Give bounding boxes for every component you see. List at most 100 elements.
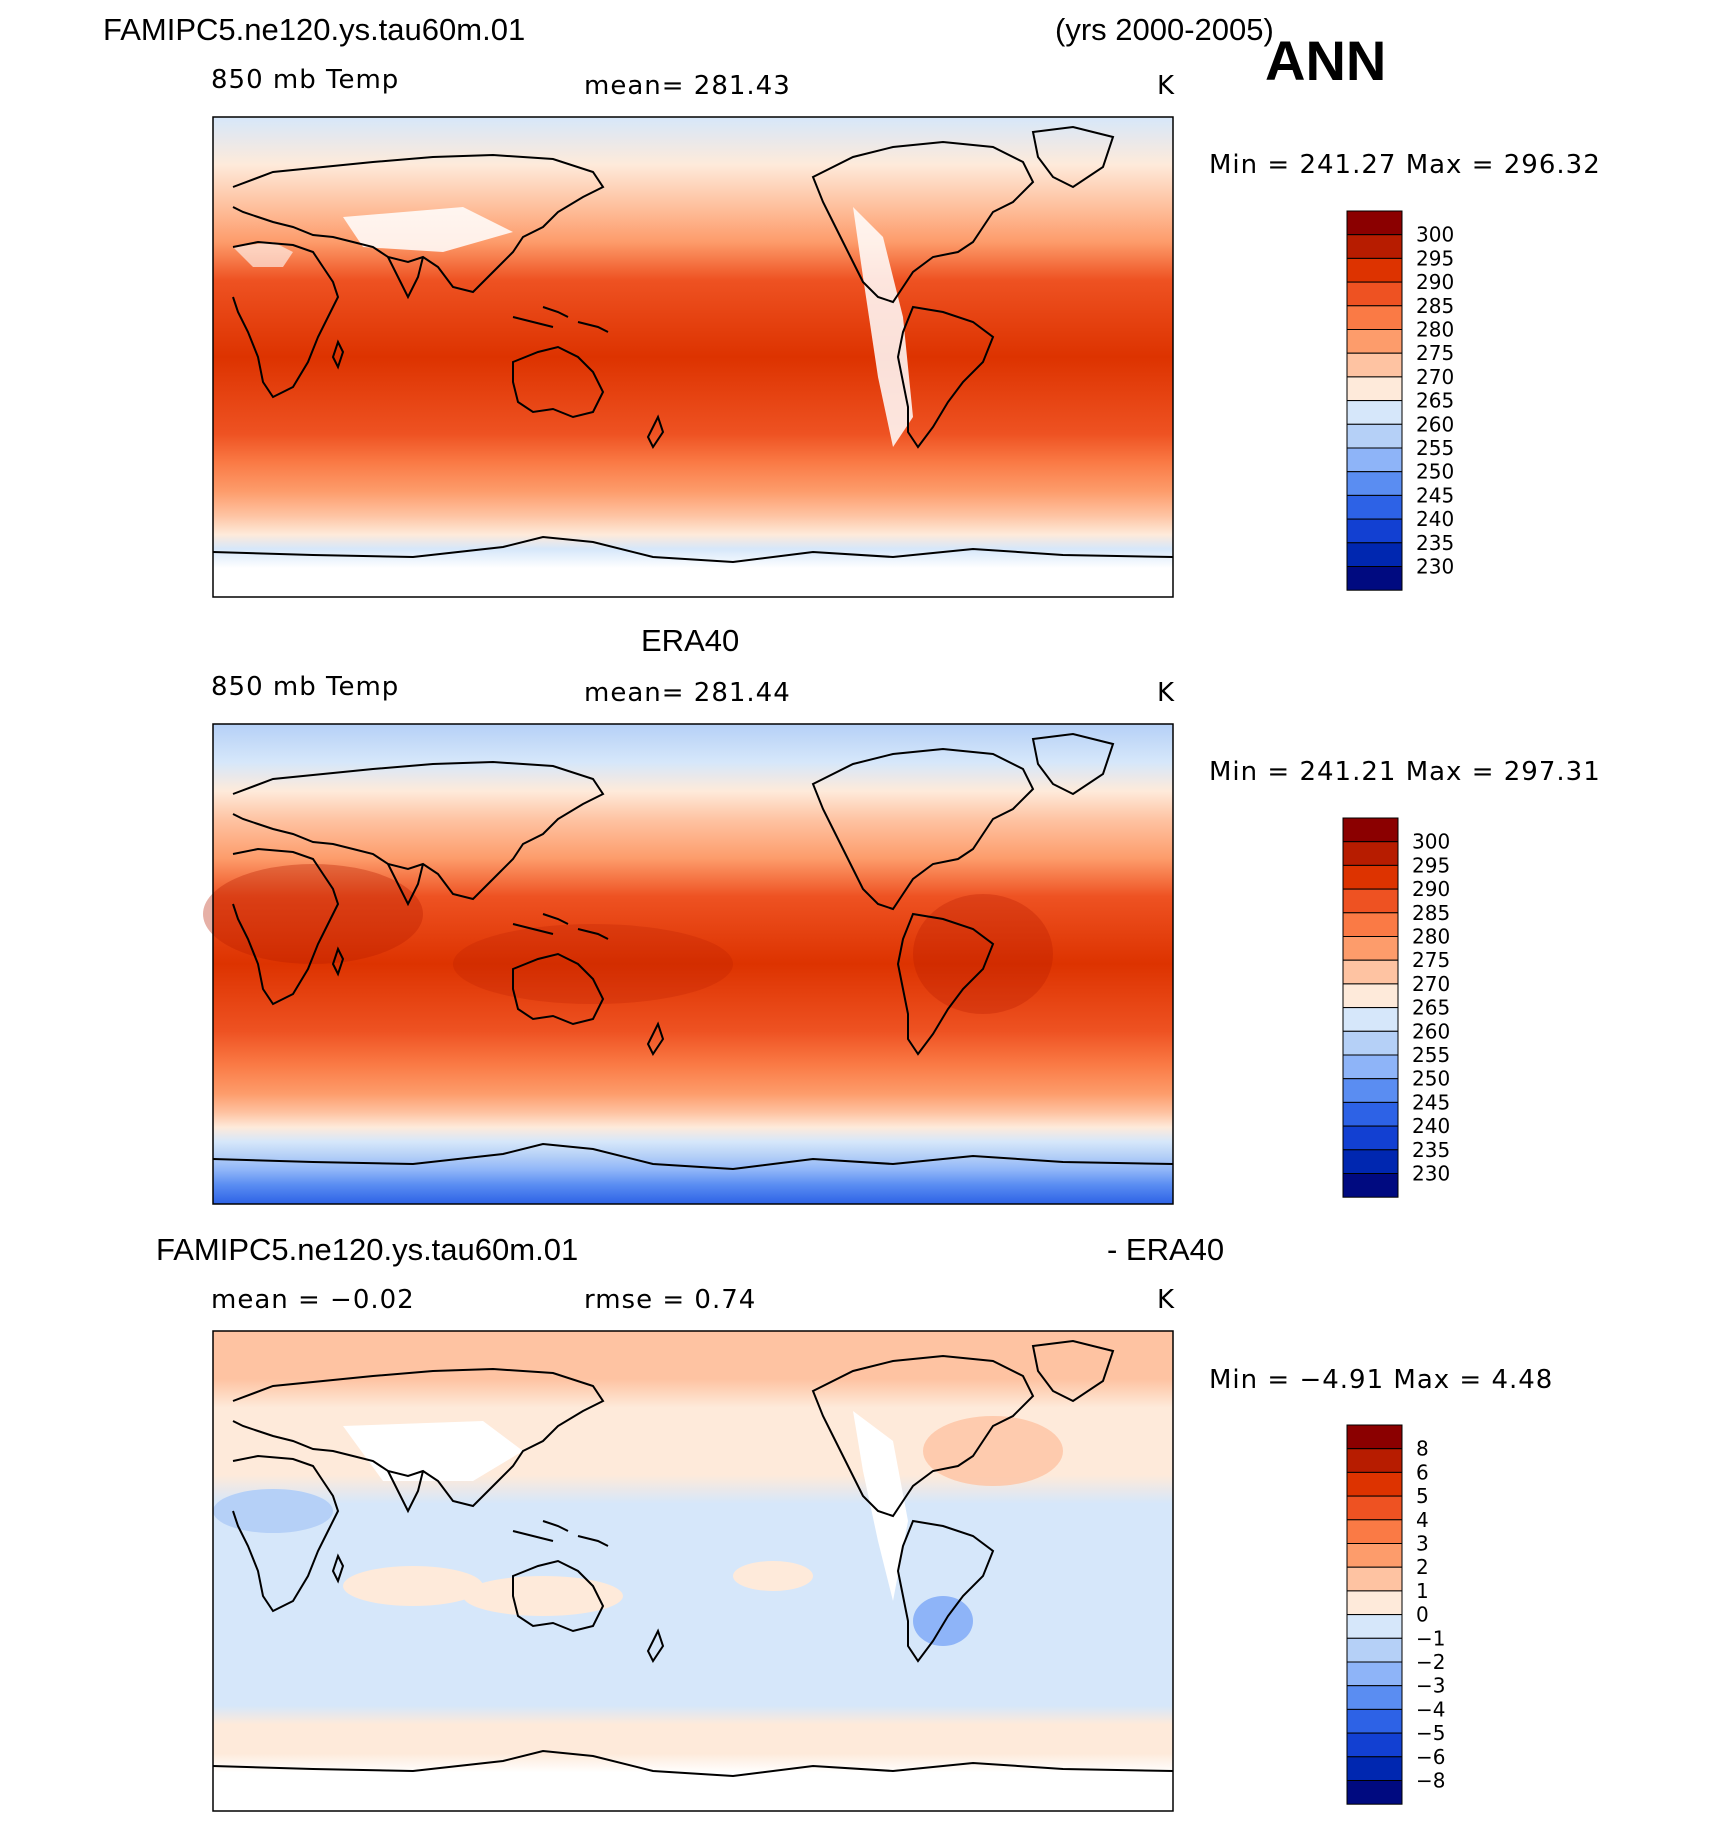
colorbar-tick-label: 265	[1416, 389, 1454, 413]
colorbar-tick-label: −6	[1416, 1745, 1445, 1769]
colorbar-swatch	[1346, 1661, 1403, 1687]
colorbar-swatch	[1346, 518, 1403, 544]
colorbar-tick-label: 290	[1416, 270, 1454, 294]
colorbar-tick-label: 300	[1412, 830, 1450, 854]
colorbar-swatch	[1346, 1756, 1403, 1782]
colorbar-swatch	[1342, 1149, 1399, 1175]
colorbar-tick-label: 295	[1416, 246, 1454, 270]
colorbar-tick-label: 275	[1416, 341, 1454, 365]
colorbar-swatch	[1346, 1424, 1403, 1450]
colorbar-swatch	[1346, 234, 1403, 259]
colorbar-tick-label: 230	[1412, 1162, 1450, 1186]
panel1-field-label: 850 mb Temp	[211, 65, 400, 95]
colorbar-swatch	[1346, 1543, 1403, 1568]
colorbar-swatch	[1346, 494, 1403, 520]
colorbar-tick-label: 250	[1416, 460, 1454, 484]
colorbar-swatch	[1346, 566, 1403, 591]
colorbar-swatch	[1346, 1590, 1403, 1616]
colorbar-swatch	[1342, 983, 1399, 1009]
panel2-units-label: K	[1157, 678, 1176, 708]
colorbar-swatch	[1342, 817, 1399, 843]
panel3-minmax-label: Min = −4.91 Max = 4.48	[1209, 1365, 1554, 1395]
colorbar-tick-label: −4	[1416, 1697, 1445, 1721]
colorbar-swatch	[1342, 1030, 1399, 1056]
colorbar-tick-label: 235	[1416, 531, 1454, 555]
colorbar-swatch	[1346, 447, 1403, 473]
colorbar-tick-label: 270	[1416, 365, 1454, 389]
colorbar-tick-label: 0	[1416, 1603, 1429, 1627]
colorbar-swatch	[1342, 959, 1399, 985]
panel1-mean-label: mean= 281.43	[584, 71, 791, 101]
year-range: (yrs 2000-2005)	[1055, 12, 1274, 47]
colorbar-swatch	[1342, 1125, 1399, 1151]
panel1-units-label: K	[1157, 71, 1176, 101]
panel1-colorbar: 3002952902852802752702652602552502452402…	[1346, 210, 1454, 591]
colorbar-tick-label: −1	[1416, 1626, 1445, 1650]
season-label: ANN	[1265, 29, 1387, 92]
panel2-colorbar: 3002952902852802752702652602552502452402…	[1342, 817, 1450, 1198]
colorbar-tick-label: 275	[1412, 948, 1450, 972]
colorbar-tick-label: 260	[1412, 1019, 1450, 1043]
panel3-title-right: - ERA40	[1107, 1232, 1225, 1267]
panel3-map	[212, 1330, 1174, 1812]
panel3-units-label: K	[1157, 1285, 1176, 1315]
colorbar-tick-label: 240	[1412, 1114, 1450, 1138]
panel3-rmse-label: rmse = 0.74	[584, 1285, 757, 1315]
colorbar-tick-label: 260	[1416, 412, 1454, 436]
colorbar-tick-label: 280	[1416, 318, 1454, 342]
colorbar-swatch	[1342, 864, 1399, 890]
colorbar-swatch	[1346, 1780, 1403, 1805]
colorbar-swatch	[1342, 841, 1399, 866]
colorbar-swatch	[1346, 423, 1403, 449]
colorbar-tick-label: 265	[1412, 996, 1450, 1020]
colorbar-swatch	[1342, 1007, 1399, 1032]
colorbar-swatch	[1346, 1732, 1403, 1758]
colorbar-tick-label: 235	[1412, 1138, 1450, 1162]
colorbar-tick-label: 8	[1416, 1437, 1429, 1461]
colorbar-tick-label: 285	[1416, 294, 1454, 318]
colorbar-swatch	[1342, 912, 1399, 937]
colorbar-swatch	[1346, 1495, 1403, 1521]
colorbar-swatch	[1346, 1471, 1403, 1497]
colorbar-tick-label: 255	[1412, 1043, 1450, 1067]
colorbar-swatch	[1346, 329, 1403, 354]
colorbar-tick-label: −3	[1416, 1674, 1445, 1698]
colorbar-tick-label: 250	[1412, 1067, 1450, 1091]
colorbar-tick-label: 240	[1416, 507, 1454, 531]
colorbar-tick-label: 280	[1412, 925, 1450, 949]
colorbar-swatch	[1346, 257, 1403, 283]
colorbar-swatch	[1346, 281, 1403, 307]
colorbar-swatch	[1346, 1566, 1403, 1592]
panel2-field-label: 850 mb Temp	[211, 672, 400, 702]
panel3-mean-label: mean = −0.02	[211, 1285, 415, 1315]
colorbar-tick-label: 5	[1416, 1484, 1429, 1508]
panel1-minmax-label: Min = 241.27 Max = 296.32	[1209, 150, 1601, 180]
colorbar-tick-label: 245	[1416, 483, 1454, 507]
colorbar-swatch	[1346, 305, 1403, 330]
colorbar-swatch	[1346, 1708, 1403, 1734]
colorbar-tick-label: 285	[1412, 901, 1450, 925]
colorbar-tick-label: 270	[1412, 972, 1450, 996]
colorbar-swatch	[1346, 210, 1403, 236]
colorbar-tick-label: 6	[1416, 1460, 1429, 1484]
colorbar-tick-label: −5	[1416, 1721, 1445, 1745]
colorbar-swatch	[1346, 1637, 1403, 1663]
colorbar-swatch	[1342, 1173, 1399, 1198]
panel2-minmax-label: Min = 241.21 Max = 297.31	[1209, 757, 1601, 787]
colorbar-tick-label: 245	[1412, 1090, 1450, 1114]
panel3-title-left: FAMIPC5.ne120.ys.tau60m.01	[156, 1232, 579, 1267]
colorbar-swatch	[1342, 1078, 1399, 1103]
colorbar-swatch	[1346, 1448, 1403, 1473]
colorbar-tick-label: 290	[1412, 877, 1450, 901]
case-title: FAMIPC5.ne120.ys.tau60m.01	[103, 12, 526, 47]
colorbar-tick-label: 2	[1416, 1555, 1429, 1579]
colorbar-tick-label: −2	[1416, 1650, 1445, 1674]
colorbar-tick-label: 230	[1416, 555, 1454, 579]
colorbar-swatch	[1346, 400, 1403, 425]
colorbar-tick-label: 3	[1416, 1532, 1429, 1556]
colorbar-tick-label: 1	[1416, 1579, 1429, 1603]
colorbar-swatch	[1346, 1614, 1403, 1639]
colorbar-tick-label: 295	[1412, 853, 1450, 877]
